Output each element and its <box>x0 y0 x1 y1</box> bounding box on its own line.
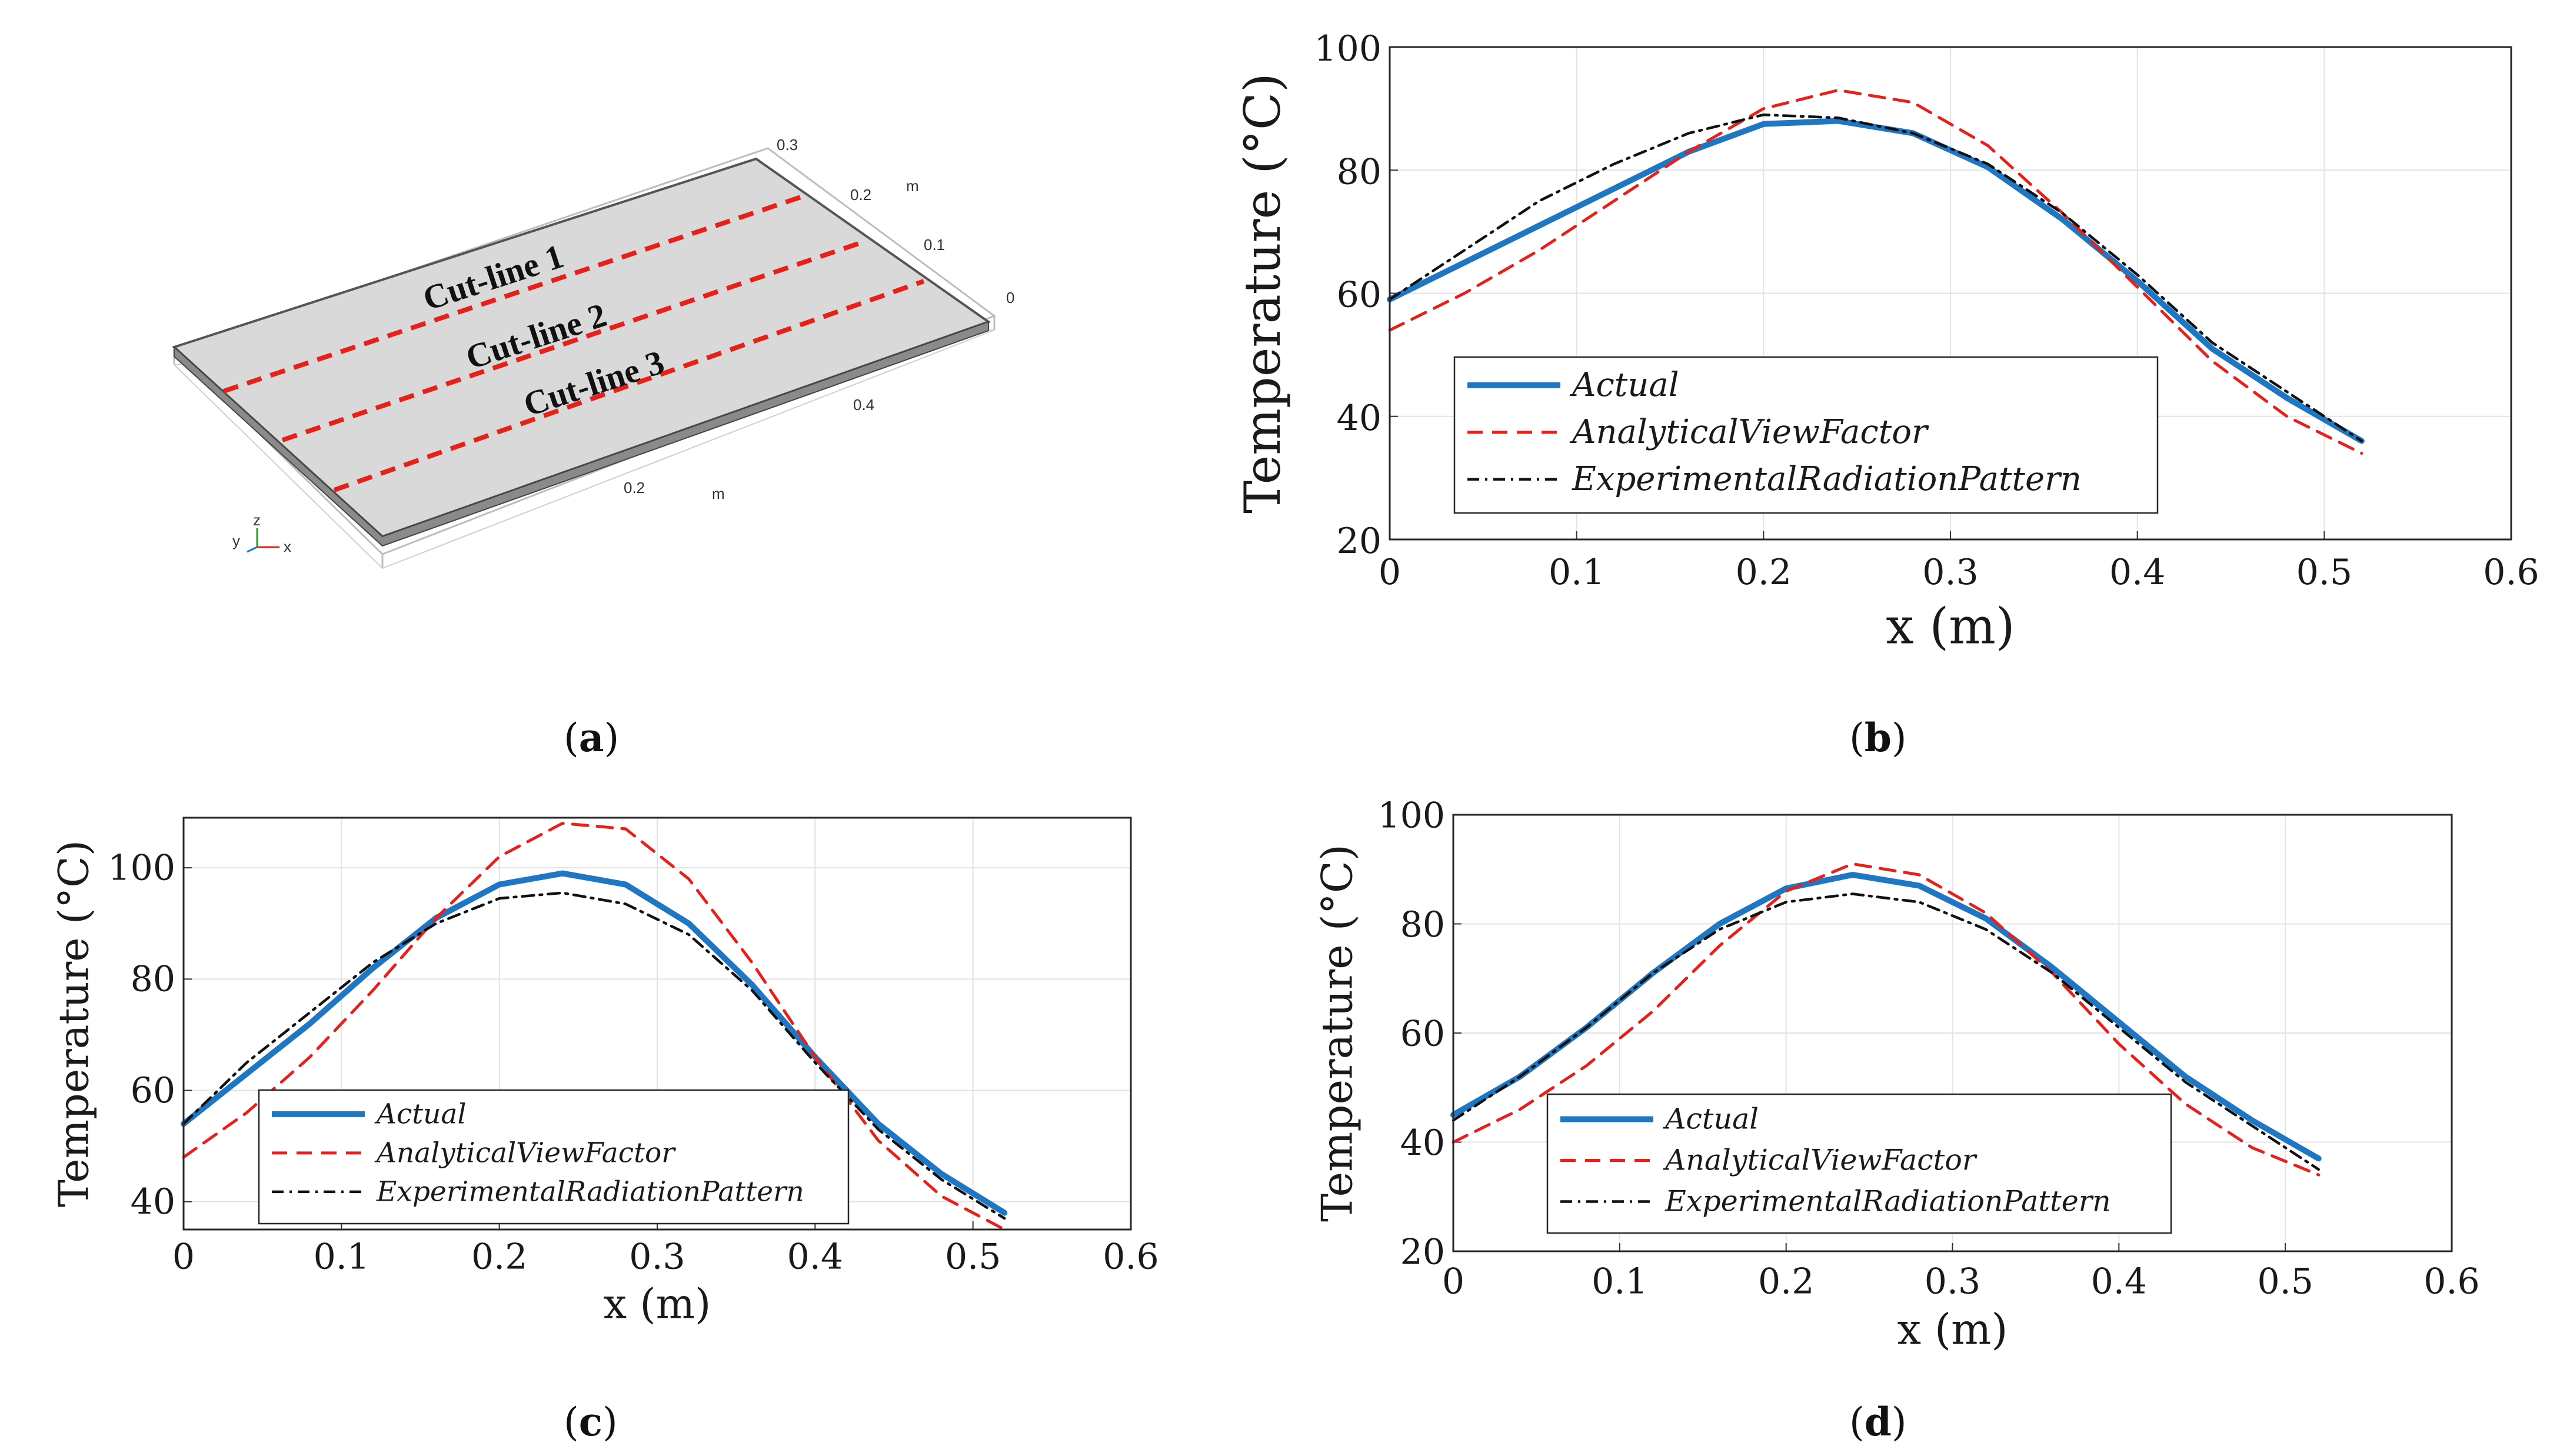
x-tick-label: 0.1 <box>1592 1261 1647 1302</box>
geom-tick-y-0.2: 0.2 <box>850 186 871 204</box>
series-line-Actual <box>181 870 1008 1216</box>
y-axis-label: Temperature (°C) <box>1313 844 1362 1222</box>
legend: Actual AnalyticalViewFactor ExperimentalRa… <box>1546 1093 2172 1234</box>
x-tick-label: 0.1 <box>314 1237 369 1278</box>
legend-label-Actual: Actual <box>374 1098 466 1130</box>
geom-tick-x-0.4: 0.4 <box>853 396 874 414</box>
x-tick-label: 0.3 <box>629 1237 685 1278</box>
series-line-AnalyticalViewFactor <box>1452 862 2321 1177</box>
x-tick-label: 0.5 <box>945 1237 1001 1278</box>
legend-label-Actual: Actual <box>1569 366 1679 404</box>
legend-label-ExperimentalRadiationPattern: ExperimentalRadiationPattern <box>1572 460 2082 498</box>
y-tick-label: 80 <box>1337 151 1381 192</box>
x-tick-label: 0.6 <box>2423 1261 2479 1302</box>
series-line-ExperimentalRadiationPattern <box>182 891 1006 1220</box>
cut-line-3 <box>333 279 925 492</box>
x-axis-label: x (m) <box>604 1280 711 1328</box>
x-tick-label: 0.2 <box>1758 1261 1814 1302</box>
caption-c: (c) <box>564 1399 618 1445</box>
geom-tick-y-0.3: 0.3 <box>777 136 798 154</box>
x-tick-label: 0 <box>1442 1261 1464 1302</box>
legend: Actual AnalyticalViewFactor ExperimentalRa… <box>258 1089 850 1225</box>
x-tick-label: 0.5 <box>2296 552 2352 593</box>
cut-line-2 <box>281 240 863 442</box>
legend-box <box>1453 356 2159 514</box>
cut-line-1 <box>222 193 807 394</box>
geom-unit-m-x: m <box>712 485 725 502</box>
plate-surface <box>172 157 991 538</box>
svg-text:(b): (b) <box>1849 715 1907 761</box>
legend-label-Actual: Actual <box>1663 1102 1759 1136</box>
y-tick-label: 100 <box>1377 795 1445 837</box>
x-tick-label: 0.6 <box>2483 552 2539 593</box>
x-tick-label: 0.4 <box>2091 1261 2147 1302</box>
series-line-AnalyticalViewFactor <box>1388 88 2363 455</box>
svg-text:(d): (d) <box>1849 1399 1907 1445</box>
chart-d: 0 0.1 0.2 0.3 0.4 0.5 0.6 20 40 60 80 100 x (m) Tempe… <box>1313 795 2480 1354</box>
svg-text:y: y <box>232 532 240 549</box>
x-tick-label: 0.3 <box>1925 1261 1980 1302</box>
y-tick-label: 40 <box>131 1181 175 1222</box>
plot-frame <box>1452 814 2453 1252</box>
x-tick-label: 0.4 <box>787 1237 843 1278</box>
y-tick-label: 80 <box>131 959 175 1000</box>
legend-label-AnalyticalViewFactor: AnalyticalViewFactor <box>1663 1144 1978 1177</box>
y-axis-label: Temperature (°C) <box>49 840 98 1207</box>
y-tick-label: 80 <box>1400 904 1445 945</box>
y-axis-label: Temperature (°C) <box>1234 73 1291 514</box>
y-tick-label: 20 <box>1337 521 1381 562</box>
y-tick-label: 100 <box>108 847 175 888</box>
series-line-Actual <box>1387 118 2365 444</box>
svg-text:(a): (a) <box>564 715 619 761</box>
x-axis-label: x (m) <box>1897 1305 2008 1354</box>
svg-text:(c): (c) <box>564 1399 618 1445</box>
y-tick-label: 100 <box>1314 28 1381 69</box>
chart-b: 0 0.1 0.2 0.3 0.4 0.5 0.6 20 40 60 80 100 x (m) Tempe… <box>1234 28 2539 655</box>
x-tick-label: 0.4 <box>2109 552 2165 593</box>
x-axis-label: x (m) <box>1886 598 2015 655</box>
geom-tick-y-0.1: 0.1 <box>924 236 945 254</box>
x-tick-label: 0.3 <box>1922 552 1978 593</box>
legend: Actual AnalyticalViewFactor ExperimentalRa… <box>1453 356 2159 514</box>
y-tick-label: 40 <box>1400 1122 1445 1164</box>
y-tick-label: 60 <box>1337 275 1381 316</box>
geom-tick-y-0: 0 <box>1006 289 1014 306</box>
geometry-panel: Cut-line 1 Cut-line 2 Cut-line 3 0.3 0.2… <box>172 136 1014 569</box>
series-line-AnalyticalViewFactor <box>182 821 1006 1231</box>
legend-label-ExperimentalRadiationPattern: ExperimentalRadiationPattern <box>1664 1185 2111 1218</box>
charts: 0 0.1 0.2 0.3 0.4 0.5 0.6 20 40 60 80 100 x (m) Tempe… <box>49 28 2539 1354</box>
x-tick-label: 0.1 <box>1549 552 1604 593</box>
axis-triad-icon: y z x <box>232 511 291 555</box>
x-tick-label: 0.2 <box>1736 552 1792 593</box>
geom-unit-m-y: m <box>906 177 919 195</box>
caption-d: (d) <box>1849 1399 1907 1445</box>
caption-a: (a) <box>564 715 619 761</box>
plate-thickness <box>174 321 989 547</box>
y-tick-label: 60 <box>1400 1014 1445 1055</box>
x-tick-label: 0.6 <box>1103 1237 1159 1278</box>
plot-frame <box>1389 46 2512 541</box>
legend-label-ExperimentalRadiationPattern: ExperimentalRadiationPattern <box>376 1175 804 1208</box>
x-tick-label: 0.2 <box>471 1237 527 1278</box>
x-tick-label: 0.5 <box>2257 1261 2313 1302</box>
legend-label-AnalyticalViewFactor: AnalyticalViewFactor <box>374 1137 676 1169</box>
svg-text:z: z <box>253 511 261 529</box>
series-line-ExperimentalRadiationPattern <box>1452 892 2320 1171</box>
legend-label-AnalyticalViewFactor: AnalyticalViewFactor <box>1569 413 1929 451</box>
geom-tick-x-0.2: 0.2 <box>624 479 645 497</box>
x-tick-label: 0 <box>172 1237 195 1278</box>
series-line-ExperimentalRadiationPattern <box>1388 113 2363 442</box>
plot-frame <box>182 817 1132 1231</box>
chart-c: 0 0.1 0.2 0.3 0.4 0.5 0.6 40 60 80 100 x (m) Tempera… <box>49 817 1159 1328</box>
caption-b: (b) <box>1849 715 1907 761</box>
y-tick-label: 40 <box>1337 398 1381 439</box>
y-tick-label: 20 <box>1400 1232 1445 1273</box>
svg-text:x: x <box>284 538 291 555</box>
y-tick-label: 60 <box>131 1070 175 1111</box>
x-tick-label: 0 <box>1379 552 1401 593</box>
series-line-Actual <box>1450 872 2322 1162</box>
